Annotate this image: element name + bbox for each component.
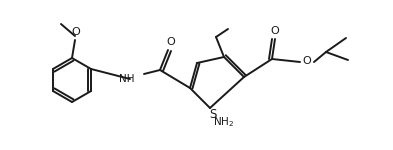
Text: O: O — [303, 56, 311, 66]
Text: NH$_2$: NH$_2$ — [213, 115, 235, 129]
Text: O: O — [72, 27, 81, 37]
Text: S: S — [209, 108, 217, 122]
Text: NH: NH — [119, 74, 134, 84]
Text: O: O — [167, 37, 175, 47]
Text: O: O — [271, 26, 279, 36]
